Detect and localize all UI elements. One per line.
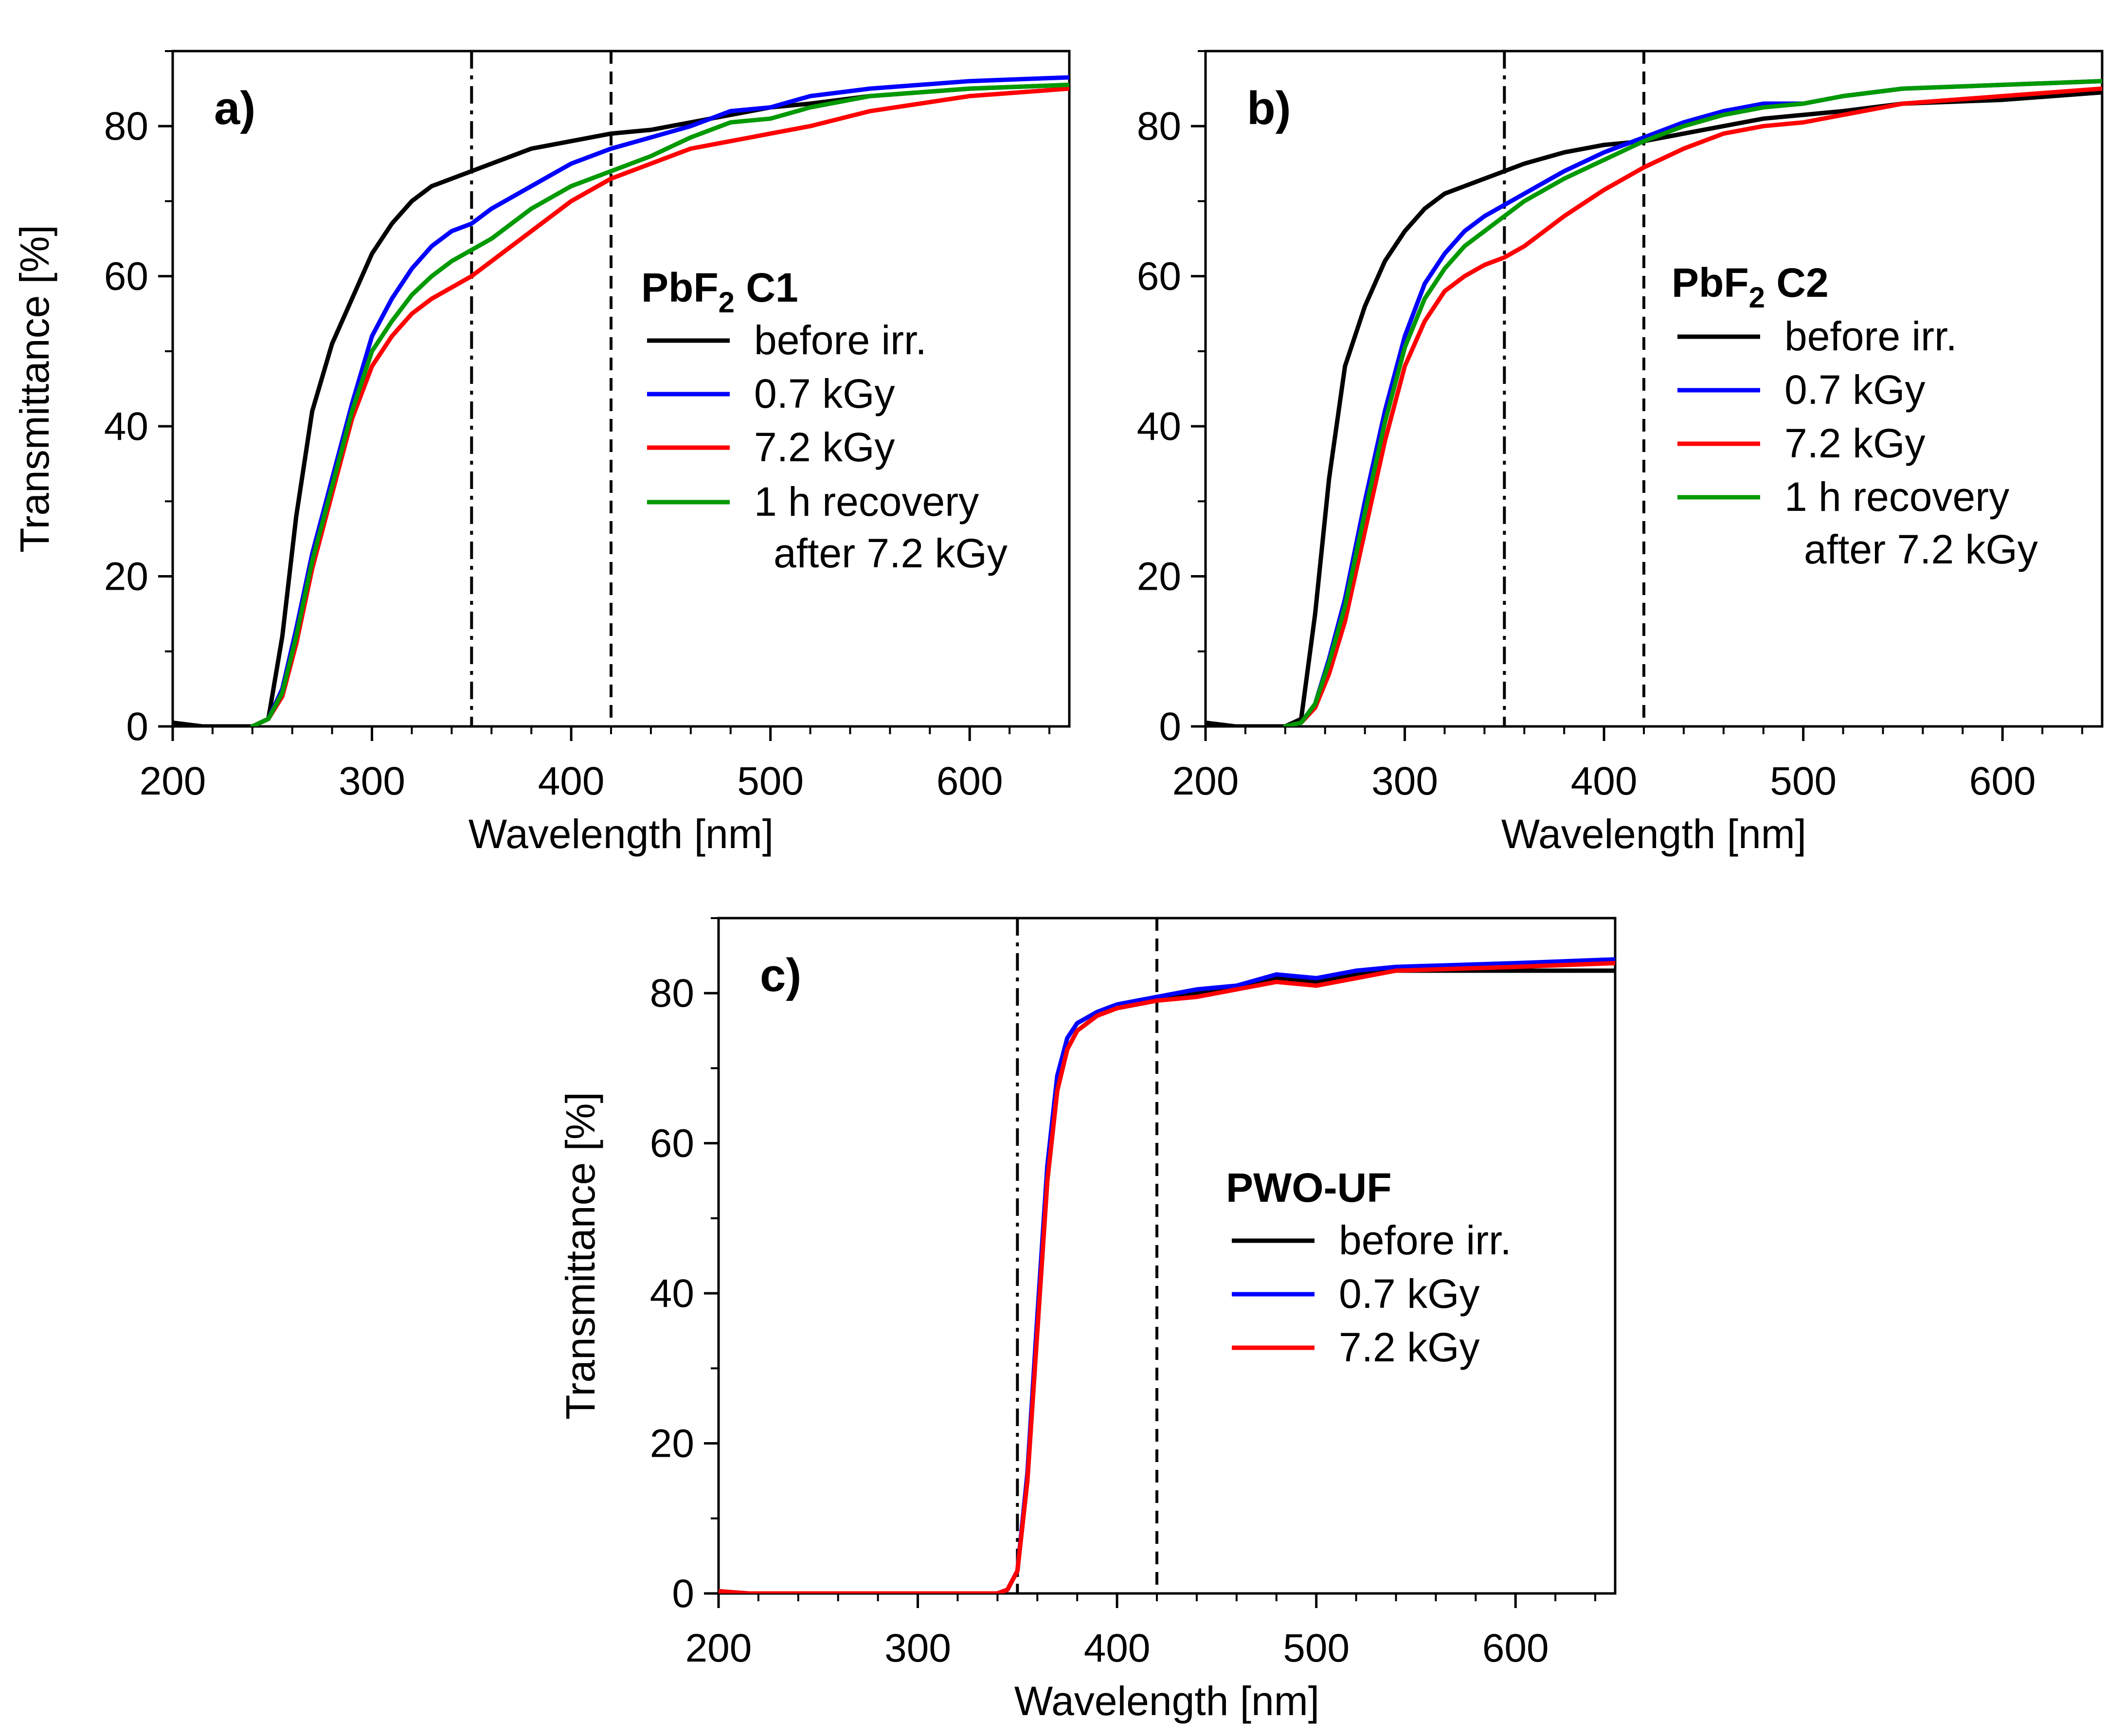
x-tick-label: 500 xyxy=(737,759,804,803)
y-tick-label: 0 xyxy=(1159,705,1181,749)
legend-entry: before irr. xyxy=(754,317,927,363)
y-tick-label: 80 xyxy=(650,971,694,1015)
x-tick-label: 500 xyxy=(1770,759,1837,803)
series-line-3 xyxy=(719,961,1615,1593)
series-line-3 xyxy=(1283,86,2102,726)
legend-entry: 7.2 kGy xyxy=(754,424,895,470)
y-tick-label: 0 xyxy=(126,705,148,749)
legend-entry: 7.2 kGy xyxy=(1339,1324,1479,1370)
y-tick-label: 0 xyxy=(672,1572,694,1616)
legend-title-subscript: 2 xyxy=(719,286,735,319)
series-group xyxy=(719,957,1615,1593)
legend-title-main: PbF xyxy=(641,265,719,310)
chart-panel-2: 200 300 400 500 600 0 20 40 60 80 Wavelength [nm] b… xyxy=(1137,50,2104,857)
legend-title: PbF2 C1 xyxy=(641,265,798,319)
x-tick-label: 600 xyxy=(1969,759,2036,803)
series-line-1 xyxy=(719,968,1615,1593)
y-tick-label: 60 xyxy=(650,1121,694,1166)
y-tick-label: 20 xyxy=(1137,555,1181,599)
x-tick-label: 400 xyxy=(1571,759,1638,803)
legend-title-subscript: 2 xyxy=(1749,281,1765,314)
y-axis-label: Transmittance [%] xyxy=(12,225,57,553)
x-tick-label: 300 xyxy=(339,759,405,803)
y-tick-label: 80 xyxy=(104,104,148,148)
x-tick-label: 600 xyxy=(1482,1626,1549,1670)
y-tick-label: 80 xyxy=(1137,104,1181,148)
series-line-4 xyxy=(250,82,1069,726)
legend-title: PbF2 C2 xyxy=(1672,260,1829,314)
x-tick-label: 400 xyxy=(538,759,605,803)
legend-title-main: PWO-UF xyxy=(1226,1165,1392,1211)
series-line-2 xyxy=(250,75,1069,726)
legend-entry: after 7.2 kGy xyxy=(1804,526,2038,572)
x-tick-label: 200 xyxy=(685,1626,752,1670)
y-tick-label: 40 xyxy=(104,404,148,449)
series-line-1 xyxy=(173,82,1069,726)
y-tick-label: 60 xyxy=(104,254,148,299)
chart-panel-1: 200 300 400 500 600 0 20 40 60 80 Wavelength [nm] T… xyxy=(12,50,1071,857)
series-group xyxy=(1206,79,2102,726)
series-line-3 xyxy=(250,86,1069,726)
legend-entry: before irr. xyxy=(1784,313,1957,359)
x-tick-label: 200 xyxy=(1172,759,1239,803)
legend-entry: before irr. xyxy=(1339,1217,1512,1263)
plot-frame xyxy=(171,50,1071,728)
x-axis-label: Wavelength [nm] xyxy=(1014,1678,1319,1724)
panel-label: a) xyxy=(214,82,255,134)
panel-label: b) xyxy=(1247,82,1291,134)
plot-frame xyxy=(1204,50,2104,728)
legend-entry: 7.2 kGy xyxy=(1784,420,1925,466)
legend-title-main: PbF xyxy=(1672,260,1749,306)
panel-label: c) xyxy=(760,949,801,1001)
y-tick-label: 40 xyxy=(650,1271,694,1316)
legend-entry: after 7.2 kGy xyxy=(774,530,1008,576)
x-tick-label: 200 xyxy=(140,759,206,803)
x-tick-label: 600 xyxy=(936,759,1003,803)
x-tick-label: 300 xyxy=(1371,759,1438,803)
series-group xyxy=(173,75,1069,726)
series-line-2 xyxy=(1283,79,2102,726)
legend-entry: 1 h recovery xyxy=(754,479,979,524)
legend-title-rest: C1 xyxy=(735,265,798,310)
chart-panel-3: 200 300 400 500 600 0 20 40 60 80 Wavelength [nm] T… xyxy=(558,917,1617,1724)
legend-entry: 1 h recovery xyxy=(1784,474,2009,520)
legend-title: PWO-UF xyxy=(1226,1165,1392,1211)
series-line-1 xyxy=(1206,90,2102,726)
x-tick-label: 400 xyxy=(1084,1626,1151,1670)
y-tick-label: 60 xyxy=(1137,254,1181,299)
legend-entry: 0.7 kGy xyxy=(1339,1271,1479,1317)
legend-title-rest: C2 xyxy=(1765,260,1829,306)
series-line-4 xyxy=(1283,79,2102,726)
legend-entry: 0.7 kGy xyxy=(754,371,895,416)
legend-entry: 0.7 kGy xyxy=(1784,367,1925,413)
plot-frame xyxy=(717,917,1617,1595)
x-axis-label: Wavelength [nm] xyxy=(468,811,774,857)
y-tick-label: 40 xyxy=(1137,404,1181,449)
x-tick-label: 500 xyxy=(1283,1626,1350,1670)
x-tick-label: 300 xyxy=(884,1626,951,1670)
series-line-2 xyxy=(719,957,1615,1593)
y-tick-label: 20 xyxy=(650,1422,694,1466)
y-axis-label: Transmittance [%] xyxy=(558,1092,603,1420)
x-axis-label: Wavelength [nm] xyxy=(1501,811,1806,857)
y-tick-label: 20 xyxy=(104,555,148,599)
